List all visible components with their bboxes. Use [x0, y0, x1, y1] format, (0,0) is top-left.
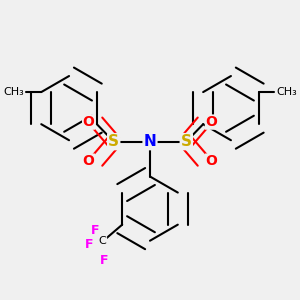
- Text: C: C: [99, 236, 106, 246]
- Text: O: O: [206, 115, 217, 129]
- Text: S: S: [108, 134, 119, 149]
- Text: O: O: [83, 115, 94, 129]
- Text: F: F: [84, 238, 93, 251]
- Text: S: S: [181, 134, 192, 149]
- Text: CH₃: CH₃: [3, 87, 24, 97]
- Text: CH₃: CH₃: [276, 87, 297, 97]
- Text: O: O: [83, 154, 94, 168]
- Text: F: F: [92, 224, 100, 237]
- Text: N: N: [144, 134, 156, 149]
- Text: O: O: [206, 154, 217, 168]
- Text: F: F: [100, 254, 108, 267]
